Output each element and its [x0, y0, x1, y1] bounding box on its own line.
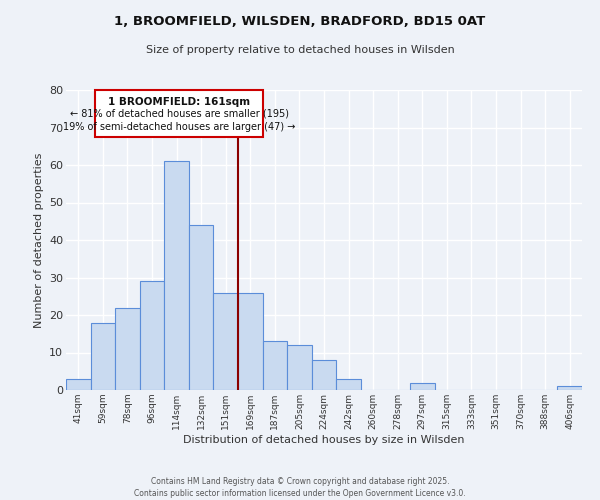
Text: 19% of semi-detached houses are larger (47) →: 19% of semi-detached houses are larger (… [63, 122, 295, 132]
Bar [164, 161, 189, 390]
Bar [66, 379, 91, 390]
Bar [557, 386, 582, 390]
FancyBboxPatch shape [95, 90, 263, 137]
Text: Contains HM Land Registry data © Crown copyright and database right 2025.: Contains HM Land Registry data © Crown c… [151, 478, 449, 486]
Text: Contains public sector information licensed under the Open Government Licence v3: Contains public sector information licen… [134, 489, 466, 498]
Bar [287, 345, 312, 390]
Bar [189, 225, 214, 390]
Bar [238, 292, 263, 390]
Bar [312, 360, 336, 390]
Text: 1, BROOMFIELD, WILSDEN, BRADFORD, BD15 0AT: 1, BROOMFIELD, WILSDEN, BRADFORD, BD15 0… [115, 15, 485, 28]
Bar [214, 292, 238, 390]
Text: 1 BROOMFIELD: 161sqm: 1 BROOMFIELD: 161sqm [108, 97, 250, 107]
Bar [115, 308, 140, 390]
Text: ← 81% of detached houses are smaller (195): ← 81% of detached houses are smaller (19… [70, 109, 289, 118]
Bar [410, 382, 434, 390]
Bar [263, 341, 287, 390]
Y-axis label: Number of detached properties: Number of detached properties [34, 152, 44, 328]
Text: Size of property relative to detached houses in Wilsden: Size of property relative to detached ho… [146, 45, 454, 55]
Bar [91, 322, 115, 390]
Bar [140, 281, 164, 390]
X-axis label: Distribution of detached houses by size in Wilsden: Distribution of detached houses by size … [183, 434, 465, 444]
Bar [336, 379, 361, 390]
